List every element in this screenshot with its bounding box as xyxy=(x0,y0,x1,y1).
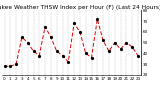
Title: Milwaukee Weather THSW Index per Hour (F) (Last 24 Hours): Milwaukee Weather THSW Index per Hour (F… xyxy=(0,5,160,10)
